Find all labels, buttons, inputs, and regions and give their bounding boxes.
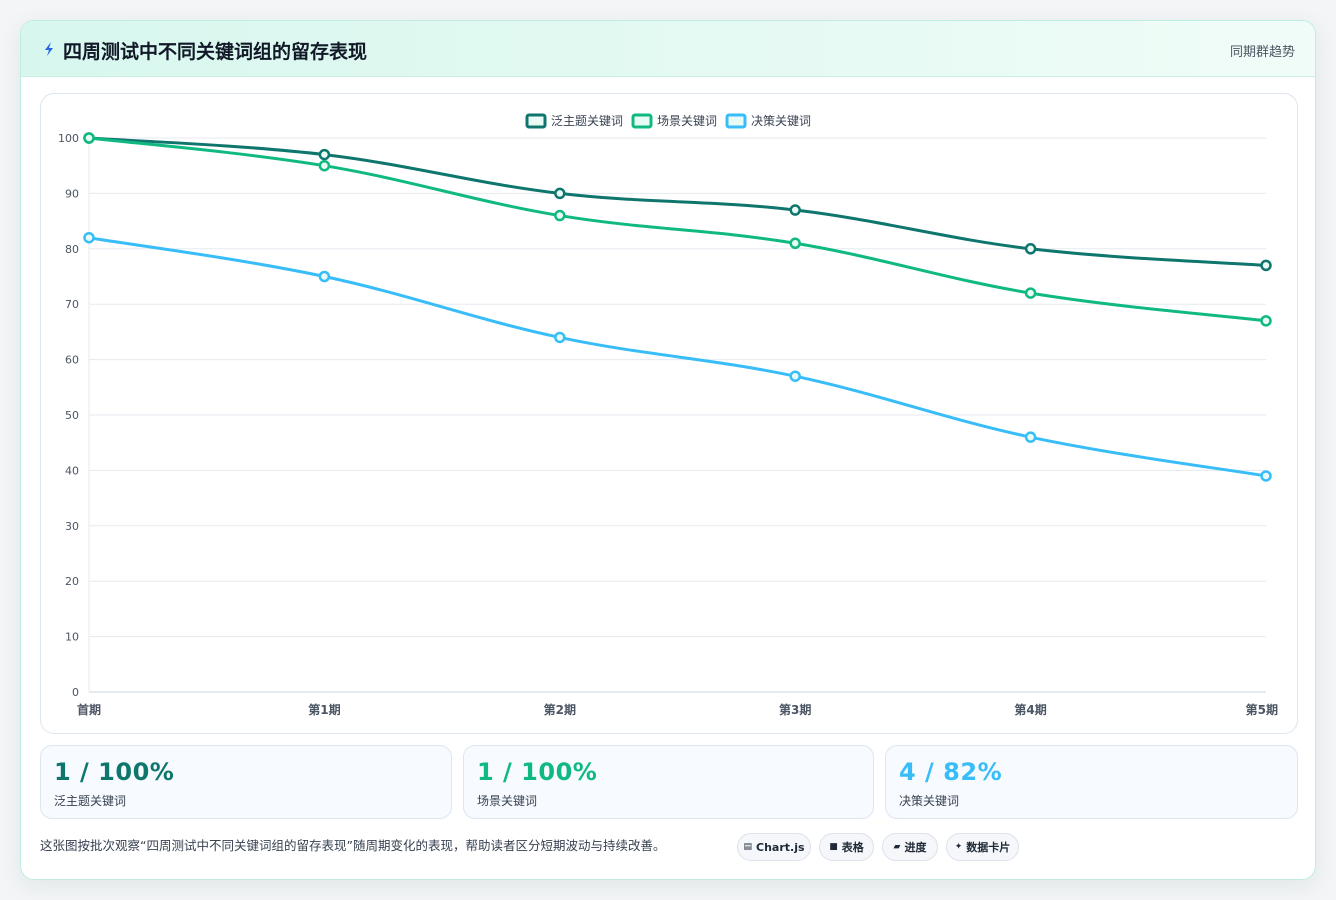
- y-tick-label: 70: [65, 298, 79, 311]
- y-tick-label: 60: [65, 354, 79, 367]
- chart-icon: ▤: [743, 842, 752, 852]
- lightning-icon: [45, 42, 53, 56]
- tag-label: 表格: [841, 841, 864, 854]
- y-tick-label: 10: [65, 631, 79, 644]
- data-point: [318, 159, 331, 172]
- page-subtitle: 同期群趋势: [1229, 45, 1295, 60]
- data-point: [1260, 259, 1272, 272]
- data-point: [1024, 287, 1037, 299]
- line-chart: 0 10 20 30 40 50 60 70 80 90 100 首期 第1期 第2期 第3期 第4期 第5期 泛…: [58, 113, 1278, 717]
- y-tick-label: 90: [65, 187, 79, 200]
- stat-card-decision: 4 / 82% 决策关键词: [885, 745, 1298, 819]
- tag-table[interactable]: ■ 表格: [819, 833, 874, 861]
- legend-label: 泛主题关键词: [551, 114, 623, 128]
- data-point: [789, 237, 801, 250]
- chart-card: 四周测试中不同关键词组的留存表现 同期群趋势 0 10 20 30 40 50 60 70 80…: [20, 20, 1316, 880]
- data-point: [318, 148, 331, 161]
- legend-swatch: [725, 113, 747, 129]
- y-tick-label: 80: [65, 243, 79, 256]
- stat-card-scene: 1 / 100% 场景关键词: [463, 745, 874, 819]
- data-point: [789, 370, 801, 382]
- stat-label: 决策关键词: [899, 794, 960, 808]
- data-point: [1024, 431, 1037, 443]
- footer-note: 这张图按批次观察“四周测试中不同关键词组的留存表现”随周期变化的表现，帮助读者区…: [40, 838, 666, 853]
- y-tick-label: 40: [65, 464, 79, 477]
- progress-icon: ▰: [893, 842, 901, 852]
- x-tick-label: 第4期: [1014, 702, 1046, 717]
- chart-area: 0 10 20 30 40 50 60 70 80 90 100 首期 第1期 第2期 第3期 第4期 第5期 泛…: [40, 93, 1298, 734]
- x-tick-label: 第2期: [544, 702, 576, 717]
- x-tick-label: 第1期: [308, 702, 340, 717]
- page-title: 四周测试中不同关键词组的留存表现: [63, 41, 368, 63]
- y-tick-label: 30: [65, 520, 79, 533]
- tag-chartjs[interactable]: ▤ Chart.js: [737, 833, 811, 861]
- legend-label: 场景关键词: [657, 114, 717, 128]
- legend-label: 决策关键词: [751, 114, 811, 128]
- stat-label: 场景关键词: [477, 794, 538, 808]
- tag-data-cards[interactable]: ✦ 数据卡片: [946, 833, 1019, 861]
- data-point: [83, 231, 95, 244]
- stat-label: 泛主题关键词: [54, 794, 127, 808]
- data-point: [554, 209, 566, 222]
- sparkle-icon: ✦: [954, 842, 963, 852]
- data-point: [554, 331, 566, 344]
- x-tick-label: 第5期: [1246, 702, 1278, 717]
- tag-progress[interactable]: ▰ 进度: [882, 833, 938, 861]
- series-line: [88, 236, 1267, 478]
- data-point: [1260, 470, 1272, 482]
- table-icon: ■: [829, 842, 838, 852]
- tag-label: Chart.js: [756, 840, 805, 854]
- legend-swatch: [525, 113, 547, 129]
- series-line: [88, 136, 1267, 267]
- data-point: [1260, 315, 1272, 327]
- data-point: [318, 270, 331, 283]
- x-tick-label: 首期: [77, 702, 101, 717]
- data-point: [83, 132, 95, 144]
- x-tick-label: 第3期: [779, 702, 811, 717]
- tag-label: 数据卡片: [966, 841, 1011, 854]
- data-point: [789, 204, 801, 216]
- legend-swatch: [631, 113, 653, 129]
- tag-label: 进度: [904, 841, 927, 854]
- stat-value: 1 / 100%: [477, 758, 598, 786]
- y-tick-label: 0: [72, 686, 79, 699]
- stat-card-broad: 1 / 100% 泛主题关键词: [40, 745, 452, 819]
- stat-value: 1 / 100%: [54, 758, 175, 786]
- y-tick-label: 100: [58, 132, 79, 145]
- series-line: [88, 136, 1267, 323]
- data-point: [1024, 243, 1037, 255]
- y-tick-label: 20: [65, 575, 79, 588]
- stat-value: 4 / 82%: [899, 758, 1003, 786]
- data-point: [554, 187, 566, 200]
- card-header: 四周测试中不同关键词组的留存表现 同期群趋势: [21, 21, 1315, 77]
- y-tick-label: 50: [65, 409, 79, 422]
